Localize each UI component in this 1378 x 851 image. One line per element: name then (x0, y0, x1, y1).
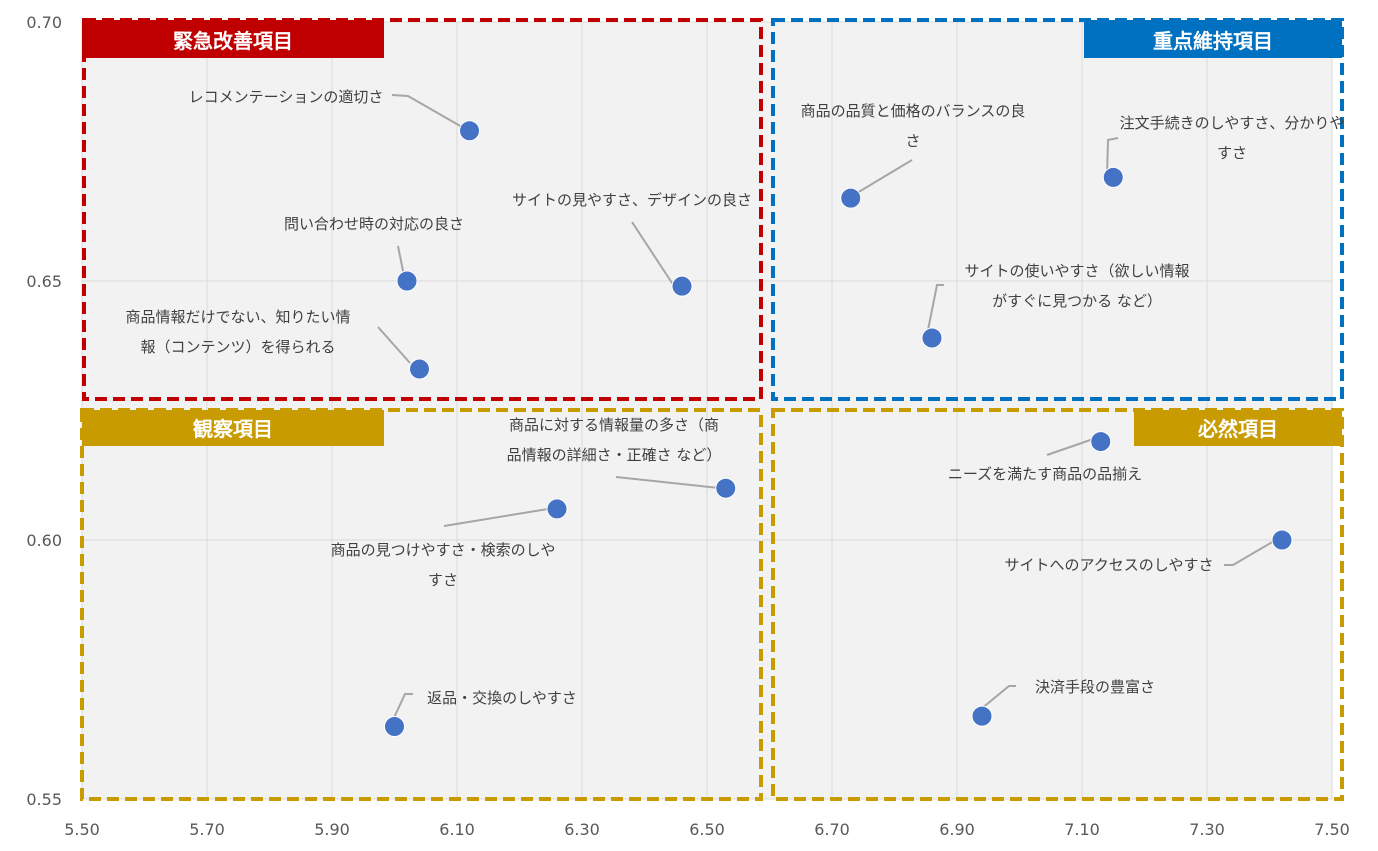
data-point (384, 715, 405, 737)
data-label: 商品に対する情報量の多さ（商 (509, 416, 719, 434)
quadrant-title-tab (1084, 20, 1342, 58)
data-label: 商品の見つけやすさ・検索のしや (331, 541, 556, 559)
y-tick-label: 0.60 (26, 531, 62, 550)
x-tick-label: 5.70 (189, 820, 225, 839)
leader-line (974, 685, 1016, 715)
y-tick-label: 0.70 (26, 13, 62, 32)
data-label: レコメンテーションの適切さ (189, 88, 384, 106)
data-point (409, 358, 430, 380)
x-tick-label: 7.30 (1189, 820, 1225, 839)
data-point (1271, 529, 1293, 551)
quadrant-title: 重点維持項目 (1153, 29, 1273, 53)
leader-line (1106, 137, 1119, 178)
x-tick-label: 7.50 (1314, 820, 1350, 839)
quadrant-title-tab (82, 410, 384, 446)
leader-line (377, 326, 411, 364)
x-tick-label: 6.10 (439, 820, 475, 839)
data-point (396, 270, 418, 292)
data-label: サイトの使いやすさ（欲しい情報 (964, 262, 1189, 280)
data-label: 商品情報だけでない、知りたい情 (125, 308, 350, 326)
x-tick-label: 6.70 (814, 820, 850, 839)
leader-line (615, 476, 720, 489)
quadrant-frame (771, 18, 1344, 401)
x-tick-label: 6.30 (564, 820, 600, 839)
y-axis: 0.55 0.60 0.65 0.70 (26, 13, 62, 809)
data-label: 返品・交換のしやすさ (427, 689, 577, 707)
data-label: サイトの見やすさ、デザインの良さ (512, 191, 752, 209)
data-point (921, 327, 943, 349)
data-points (384, 120, 1293, 737)
leader-line (631, 221, 675, 287)
leader-line (443, 508, 549, 527)
data-label: 品情報の詳細さ・正確さ など） (507, 446, 722, 464)
data-label: 報（コンテンツ）を得られる (140, 338, 335, 356)
quadrant-title-tab (82, 20, 384, 58)
data-point (971, 705, 993, 727)
quadrant-frame (82, 18, 763, 401)
data-point (546, 498, 568, 520)
leader-line (1224, 540, 1275, 566)
data-point (840, 187, 862, 209)
data-point (715, 477, 737, 499)
x-tick-label: 6.50 (689, 820, 725, 839)
leader-line (851, 159, 913, 197)
data-label: 注文手続きのしやすさ、分かりや (1120, 114, 1345, 132)
x-axis: 5.50 5.70 5.90 6.10 6.30 6.50 6.70 6.90 7.10 7.30… (64, 820, 1350, 839)
data-label: 問い合わせ時の対応の良さ (284, 215, 464, 233)
quadrant-title: 観察項目 (193, 417, 273, 441)
data-label: 商品の品質と価格のバランスの良 (801, 102, 1026, 120)
y-tick-label: 0.65 (26, 272, 62, 291)
quadrant-title: 緊急改善項目 (173, 29, 293, 53)
data-label: ニーズを満たす商品の品揃え (948, 465, 1142, 483)
data-point (1102, 166, 1124, 188)
data-label: がすぐに見つかる など） (992, 292, 1162, 310)
quadrant-title: 必然項目 (1197, 417, 1278, 441)
x-tick-label: 6.90 (939, 820, 975, 839)
data-label: すさ (1217, 144, 1247, 162)
data-point (1090, 431, 1112, 453)
x-tick-label: 5.50 (64, 820, 100, 839)
data-label: さ (905, 132, 920, 150)
y-tick-label: 0.55 (26, 790, 62, 809)
data-label: すさ (428, 571, 458, 589)
x-tick-label: 7.10 (1064, 820, 1100, 839)
leader-line (391, 94, 463, 128)
quadrant-frame (771, 408, 1344, 801)
quadrant-frame (80, 408, 763, 801)
x-tick-label: 5.90 (314, 820, 350, 839)
data-point (671, 275, 693, 297)
leader-line (391, 693, 413, 723)
data-point (459, 120, 480, 142)
data-label: サイトへのアクセスのしやすさ (1004, 556, 1213, 574)
quadrant-title-tab (1134, 410, 1342, 446)
leader-line (926, 284, 944, 336)
data-label: 決済手段の豊富さ (1035, 678, 1155, 696)
leader-line (1046, 437, 1097, 456)
